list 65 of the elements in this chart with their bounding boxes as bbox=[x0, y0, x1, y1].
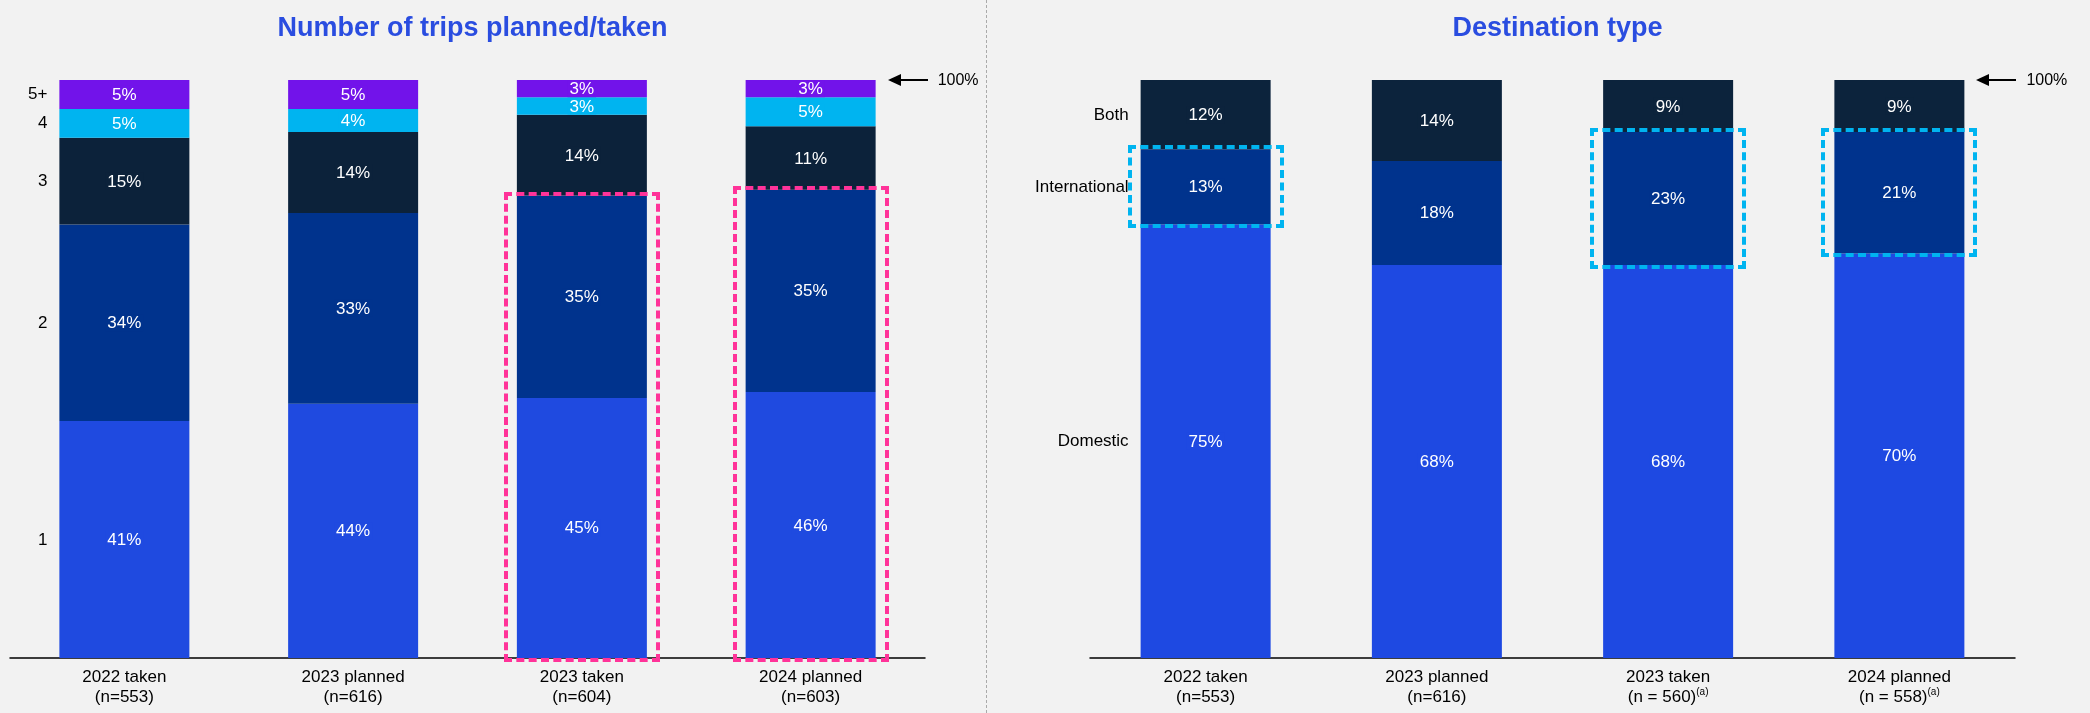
x-tick-label: 2022 taken (n=553) bbox=[82, 666, 167, 706]
data-label: 35% bbox=[564, 287, 599, 307]
data-label: 34% bbox=[107, 313, 142, 333]
series-label: 5+ bbox=[27, 84, 48, 105]
series-label: 3 bbox=[37, 171, 48, 192]
data-label: 9% bbox=[1887, 96, 1912, 116]
data-label: 75% bbox=[1188, 431, 1223, 451]
x-tick-label: 2022 taken (n=553) bbox=[1163, 666, 1248, 706]
text: 100% bbox=[937, 71, 979, 89]
data-label: 5% bbox=[798, 102, 823, 122]
data-label: 68% bbox=[1651, 451, 1686, 471]
data-label: 9% bbox=[1655, 96, 1681, 116]
data-label: 13% bbox=[1188, 177, 1223, 197]
bar bbox=[59, 108, 190, 138]
bar bbox=[59, 421, 190, 658]
bar bbox=[288, 212, 419, 404]
data-label: 35% bbox=[793, 281, 828, 301]
data-label: 14% bbox=[564, 145, 599, 165]
data-label: 18% bbox=[1419, 203, 1454, 223]
x-tick-label: 2023 taken (n=604) bbox=[539, 666, 624, 706]
data-label: 3% bbox=[569, 79, 595, 99]
x-tick-label: 2024 planned (n=603) bbox=[759, 666, 863, 706]
series-label: 4 bbox=[37, 113, 48, 134]
x-tick-label: 2023 planned (n=616) bbox=[301, 666, 405, 706]
data-label: 12% bbox=[1188, 105, 1223, 125]
data-label: 33% bbox=[336, 298, 371, 318]
bar bbox=[516, 114, 647, 196]
data-label: 3% bbox=[569, 96, 595, 116]
data-label: 5% bbox=[112, 84, 137, 104]
data-label: 14% bbox=[1419, 110, 1454, 130]
data-label: 11% bbox=[794, 148, 828, 168]
bar bbox=[288, 132, 419, 213]
bar bbox=[1371, 160, 1502, 265]
x-tick-label: 2023 planned (n=616) bbox=[1385, 666, 1489, 706]
bar bbox=[1371, 80, 1502, 161]
data-label: 14% bbox=[336, 162, 371, 182]
series-label: Domestic bbox=[1057, 431, 1129, 452]
data-label: 5% bbox=[112, 113, 137, 133]
data-label: 3% bbox=[798, 79, 823, 99]
data-label: 70% bbox=[1882, 446, 1917, 466]
bar bbox=[1371, 264, 1502, 658]
text: 100% bbox=[2026, 71, 2068, 89]
series-label: 1 bbox=[37, 529, 48, 550]
data-label: 68% bbox=[1419, 451, 1454, 471]
series-label: 2 bbox=[37, 312, 48, 333]
chart-title: Destination type bbox=[1452, 11, 1663, 42]
data-label: 44% bbox=[336, 521, 371, 541]
series-label: International bbox=[1035, 176, 1129, 197]
series-label: Both bbox=[1093, 104, 1129, 125]
bar bbox=[59, 80, 190, 109]
data-label: 41% bbox=[107, 530, 142, 550]
bar bbox=[745, 126, 876, 190]
bar bbox=[288, 403, 419, 658]
data-label: 4% bbox=[340, 110, 366, 130]
bar bbox=[59, 137, 190, 225]
data-label: 23% bbox=[1651, 188, 1686, 208]
data-label: 45% bbox=[564, 518, 599, 538]
bar bbox=[745, 97, 876, 127]
bar bbox=[59, 224, 190, 422]
data-label: 21% bbox=[1882, 183, 1917, 203]
data-label: 15% bbox=[107, 171, 142, 191]
bar bbox=[288, 80, 419, 109]
data-label: 46% bbox=[793, 515, 828, 535]
chart-title: Number of trips planned/taken bbox=[277, 11, 668, 42]
data-label: 5% bbox=[340, 84, 366, 104]
